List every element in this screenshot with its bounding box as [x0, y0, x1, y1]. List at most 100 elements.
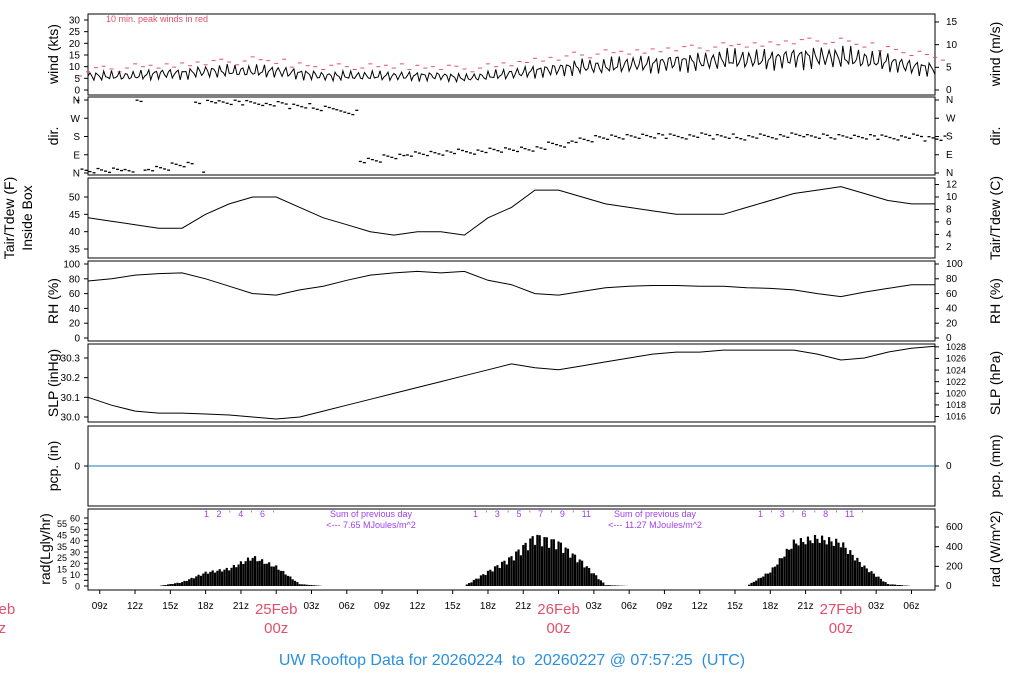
rad-left-tick-label: 45 [57, 531, 67, 541]
pcp-ylabel-right: pcp. (mm) [987, 435, 1003, 498]
date-label: 25Feb [255, 601, 298, 618]
x-tick-label: 09z [92, 601, 108, 612]
temp-right-tick-label: 2 [946, 242, 952, 253]
slp-panel [87, 343, 936, 423]
x-tick-label: 15z [162, 601, 178, 612]
x-tick-label: 18z [198, 601, 214, 612]
rad-left-tick-label: 40 [70, 536, 80, 546]
dir-right-tick-label: S [946, 132, 953, 143]
date-hour-label: 00z [546, 620, 570, 637]
rh-right-tick-label: 20 [946, 318, 958, 329]
slp-left-tick-label: 30.1 [61, 393, 81, 404]
rh-ylabel-left: RH (%) [45, 278, 61, 324]
x-tick-label: 09z [656, 601, 672, 612]
rad-ylabel-right: rad (W/m^2) [987, 511, 1003, 588]
dir-left-tick-label: N [73, 169, 80, 180]
x-tick-label: 09z [374, 601, 390, 612]
slp-right-tick-label: 1016 [946, 412, 966, 422]
wind-annotation: 10 min. peak winds in red [106, 14, 208, 24]
x-tick-label: 03z [303, 601, 319, 612]
slp-right-tick-label: 1028 [946, 342, 966, 352]
date-hour-label: 00z [0, 620, 6, 637]
rad-left-tick-label: 15 [57, 565, 67, 575]
dir-left-tick-label: W [71, 114, 81, 125]
slp-right-tick-label: 1026 [946, 354, 966, 364]
temp-right-tick-label: 12 [946, 180, 958, 191]
rad-left-tick-label: 55 [57, 519, 67, 529]
rad-left-tick-label: 10 [70, 570, 80, 580]
rad-left-tick-label: 20 [70, 559, 80, 569]
slp-right-tick-label: 1020 [946, 388, 966, 398]
dir-right-tick-label: E [946, 150, 953, 161]
temp-panel [87, 177, 936, 259]
rh-right-tick-label: 60 [946, 289, 958, 300]
rad-left-tick-label: 60 [70, 514, 80, 524]
chart-title: UW Rooftop Data for 20260224 to 20260227… [279, 652, 745, 669]
temp-right-tick-label: 6 [946, 217, 952, 228]
slp-left-tick-label: 30.0 [61, 413, 81, 424]
x-tick-label: 15z [727, 601, 743, 612]
x-tick-label: 12z [692, 601, 708, 612]
wind-line [87, 45, 936, 84]
rh-line [87, 270, 935, 298]
temp-right-tick-label: 8 [946, 205, 952, 216]
wind-right-tick-label: 10 [946, 40, 958, 51]
wind-left-tick-label: 0 [74, 86, 80, 97]
rh-right-tick-label: 100 [946, 259, 963, 270]
temp-left-tick-label: 45 [69, 210, 81, 221]
x-tick-label: 03z [586, 601, 602, 612]
rad-left-tick-label: 0 [75, 582, 80, 592]
pcp-right-tick-label: 0 [946, 461, 952, 472]
temp-left-tick-label: 50 [69, 193, 81, 204]
wind-right-tick-label: 15 [946, 17, 958, 28]
rad-hours-day3: 1 ' 3 ' 6 ' 8 ' 11 ' [758, 509, 864, 519]
date-hour-label: 00z [829, 620, 853, 637]
x-tick-label: 12z [409, 601, 425, 612]
wind-right-tick-label: 0 [946, 85, 952, 96]
date-hour-label: 00z [264, 620, 288, 637]
slp-right-tick-label: 1024 [946, 365, 966, 375]
slp-line [87, 345, 936, 420]
slp-right-tick-label: 1018 [946, 400, 966, 410]
pcp-ylabel-left: pcp. (in) [45, 441, 61, 492]
x-tick-label: 21z [233, 601, 249, 612]
rad-left-tick-label: 5 [62, 576, 67, 586]
wind-left-tick-label: 15 [69, 51, 81, 62]
x-tick-label: 21z [515, 601, 531, 612]
wind-left-tick-label: 25 [69, 27, 81, 38]
rh-panel [87, 260, 936, 342]
dir-panel [87, 96, 936, 176]
slp-ylabel-left: SLP (inHg) [45, 349, 61, 417]
rh-left-tick-label: 20 [69, 319, 81, 330]
x-tick-label: 15z [445, 601, 461, 612]
rad-hours-day2: 1 ' 3 ' 5 ' 7 ' 9 ' 11 [473, 509, 591, 519]
rh-right-tick-label: 80 [946, 274, 958, 285]
rh-right-tick-label: 40 [946, 304, 958, 315]
dir-left-tick-label: S [73, 132, 80, 143]
x-tick-label: 06z [621, 601, 637, 612]
temp-line [87, 186, 935, 236]
rh-left-tick-label: 80 [69, 274, 81, 285]
date-label: 27Feb [820, 601, 863, 618]
temp-right-tick-label: 4 [946, 230, 952, 241]
wind-ylabel-right: wind (m/s) [987, 22, 1003, 88]
temp-ylabel-right: Tair/Tdew (C) [987, 176, 1003, 260]
x-tick-label: 21z [798, 601, 814, 612]
wind-left-tick-label: 5 [74, 74, 80, 85]
rad-panel [87, 508, 936, 591]
slp-left-tick-label: 30.3 [61, 354, 81, 365]
rad-sum-value-2: <--- 11.27 MJoules/m^2 [608, 520, 702, 530]
rad-right-tick-label: 600 [946, 522, 963, 533]
slp-left-tick-label: 30.2 [61, 373, 81, 384]
rad-hours-day1: 1 2 ' 4 ' 6 ' [204, 509, 274, 519]
dir-ylabel-left: dir. [45, 127, 61, 146]
rh-ylabel-right: RH (%) [987, 278, 1003, 324]
rad-right-tick-label: 200 [946, 562, 963, 573]
dir-left-tick-label: E [73, 150, 80, 161]
temp-ylabel-left: Tair/Tdew (F) [1, 177, 17, 259]
dir-right-tick-label: N [946, 95, 953, 106]
pcp-left-tick-label: 0 [74, 462, 80, 473]
wind-ylabel-left: wind (kts) [45, 24, 61, 85]
rad-sum-label-1: Sum of previous day [330, 509, 413, 519]
